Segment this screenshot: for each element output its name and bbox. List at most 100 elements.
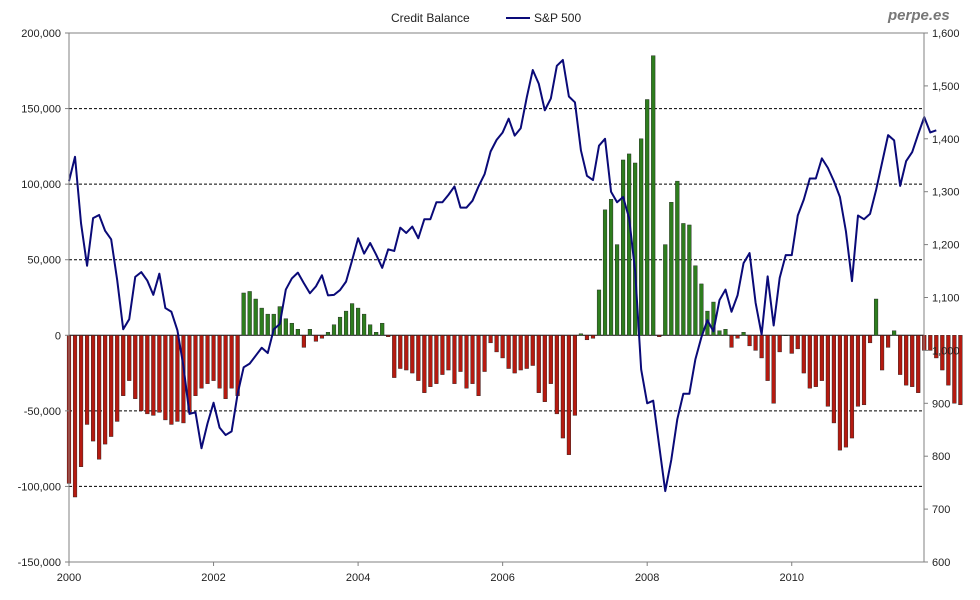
credit-balance-bars <box>66 55 963 498</box>
credit-balance-bar <box>211 335 216 381</box>
credit-balance-bar <box>651 55 656 336</box>
credit-balance-bar <box>169 335 174 425</box>
right-tick-label: 1,000 <box>932 345 960 357</box>
credit-balance-bar <box>151 335 156 416</box>
credit-balance-bar <box>163 335 168 421</box>
credit-balance-bar <box>289 322 294 336</box>
credit-balance-bar <box>398 335 403 369</box>
legend: Credit Balance S&P 500 <box>391 11 581 25</box>
credit-balance-bar <box>422 335 427 393</box>
credit-balance-bar <box>880 335 885 371</box>
credit-balance-bar <box>771 335 776 404</box>
credit-balance-bar <box>362 313 367 336</box>
credit-balance-bar <box>343 310 349 336</box>
credit-balance-bar <box>928 335 933 351</box>
sp500-line <box>68 58 937 493</box>
right-tick-label: 800 <box>932 451 950 463</box>
credit-balance-bar <box>380 322 385 336</box>
credit-balance-bar <box>506 335 511 369</box>
credit-balance-bar <box>524 335 529 369</box>
credit-balance-bar <box>127 335 132 381</box>
credit-balance-bar <box>783 335 788 336</box>
credit-balance-bar <box>681 223 686 336</box>
credit-balance-bar <box>205 335 210 384</box>
credit-balance-bar <box>861 335 867 406</box>
credit-balance-bar <box>855 335 861 407</box>
credit-balance-bar <box>554 335 559 415</box>
credit-balance-bar <box>801 335 806 374</box>
credit-balance-bar <box>777 335 782 353</box>
x-tick-label: 2004 <box>346 572 370 584</box>
credit-balance-bar <box>934 335 939 359</box>
credit-balance-bar <box>946 335 951 386</box>
credit-balance-bar <box>813 335 818 387</box>
credit-balance-bar <box>753 335 758 351</box>
credit-balance-bar <box>608 199 614 336</box>
credit-balance-bar <box>217 335 222 389</box>
credit-balance-bar <box>331 324 337 336</box>
credit-balance-bar <box>548 335 553 384</box>
credit-balance-bar <box>133 335 138 399</box>
left-axis: -150,000 -100,000 -50,000 0 50,000 100,000 150… <box>18 28 69 569</box>
credit-balance-bar <box>386 335 391 338</box>
right-tick-label: 1,500 <box>932 81 960 93</box>
right-tick-label: 1,300 <box>932 187 960 199</box>
credit-balance-bar <box>452 335 457 384</box>
credit-balance-bar <box>765 335 770 381</box>
credit-balance-bar <box>500 335 505 359</box>
credit-balance-bar <box>199 335 204 389</box>
credit-balance-bar <box>488 335 493 344</box>
right-tick-label: 1,200 <box>932 240 960 252</box>
right-tick-label: 900 <box>932 398 950 410</box>
credit-balance-bar <box>337 316 343 336</box>
credit-balance-bar <box>940 335 945 371</box>
credit-balance-bar <box>145 335 150 415</box>
credit-balance-bar <box>578 333 584 336</box>
credit-balance-bar <box>892 330 897 336</box>
credit-balance-bar <box>584 335 590 341</box>
credit-balance-bar <box>560 335 565 439</box>
credit-balance-bar <box>139 335 144 412</box>
x-tick-label: 2006 <box>490 572 514 584</box>
credit-balance-bar <box>717 330 722 336</box>
credit-balance-bar <box>91 335 96 442</box>
credit-balance-bar <box>313 335 319 342</box>
credit-balance-bar <box>530 335 535 366</box>
credit-balance-bar <box>458 335 463 372</box>
credit-balance-bar <box>723 329 728 336</box>
credit-balance-bar <box>886 335 891 348</box>
credit-balance-bar <box>518 335 523 371</box>
credit-balance-bar <box>735 335 740 339</box>
credit-balance-bar <box>645 99 650 336</box>
watermark: perpe.es <box>887 7 950 24</box>
credit-balance-bar <box>464 335 469 389</box>
plot-area-frame <box>68 32 925 563</box>
credit-balance-bar <box>428 335 433 387</box>
credit-balance-bar <box>747 335 752 347</box>
credit-balance-bar <box>319 335 325 339</box>
gridlines <box>69 108 924 487</box>
credit-balance-bar <box>759 335 764 359</box>
credit-balance-bar <box>898 335 903 375</box>
credit-balance-bar <box>831 335 836 424</box>
credit-balance-bar <box>356 307 361 336</box>
credit-balance-bar <box>157 335 162 413</box>
credit-balance-bar <box>825 335 830 407</box>
x-tick-label: 2008 <box>635 572 659 584</box>
left-tick-label: 0 <box>55 330 61 342</box>
credit-balance-bar <box>295 329 300 336</box>
credit-balance-bar <box>542 335 547 402</box>
credit-balance-bar <box>307 329 312 336</box>
credit-balance-bar <box>72 335 78 498</box>
credit-balance-bar <box>175 335 180 422</box>
x-tick-label: 2002 <box>201 572 225 584</box>
credit-balance-bar <box>325 332 331 336</box>
credit-balance-bar <box>536 335 541 393</box>
credit-balance-bar <box>476 335 481 396</box>
credit-balance-bar <box>952 335 957 404</box>
credit-balance-bar <box>121 335 126 396</box>
left-tick-label: 150,000 <box>21 104 61 116</box>
credit-balance-bar <box>627 153 632 336</box>
credit-balance-bar <box>259 307 264 336</box>
right-tick-label: 1,100 <box>932 293 960 305</box>
